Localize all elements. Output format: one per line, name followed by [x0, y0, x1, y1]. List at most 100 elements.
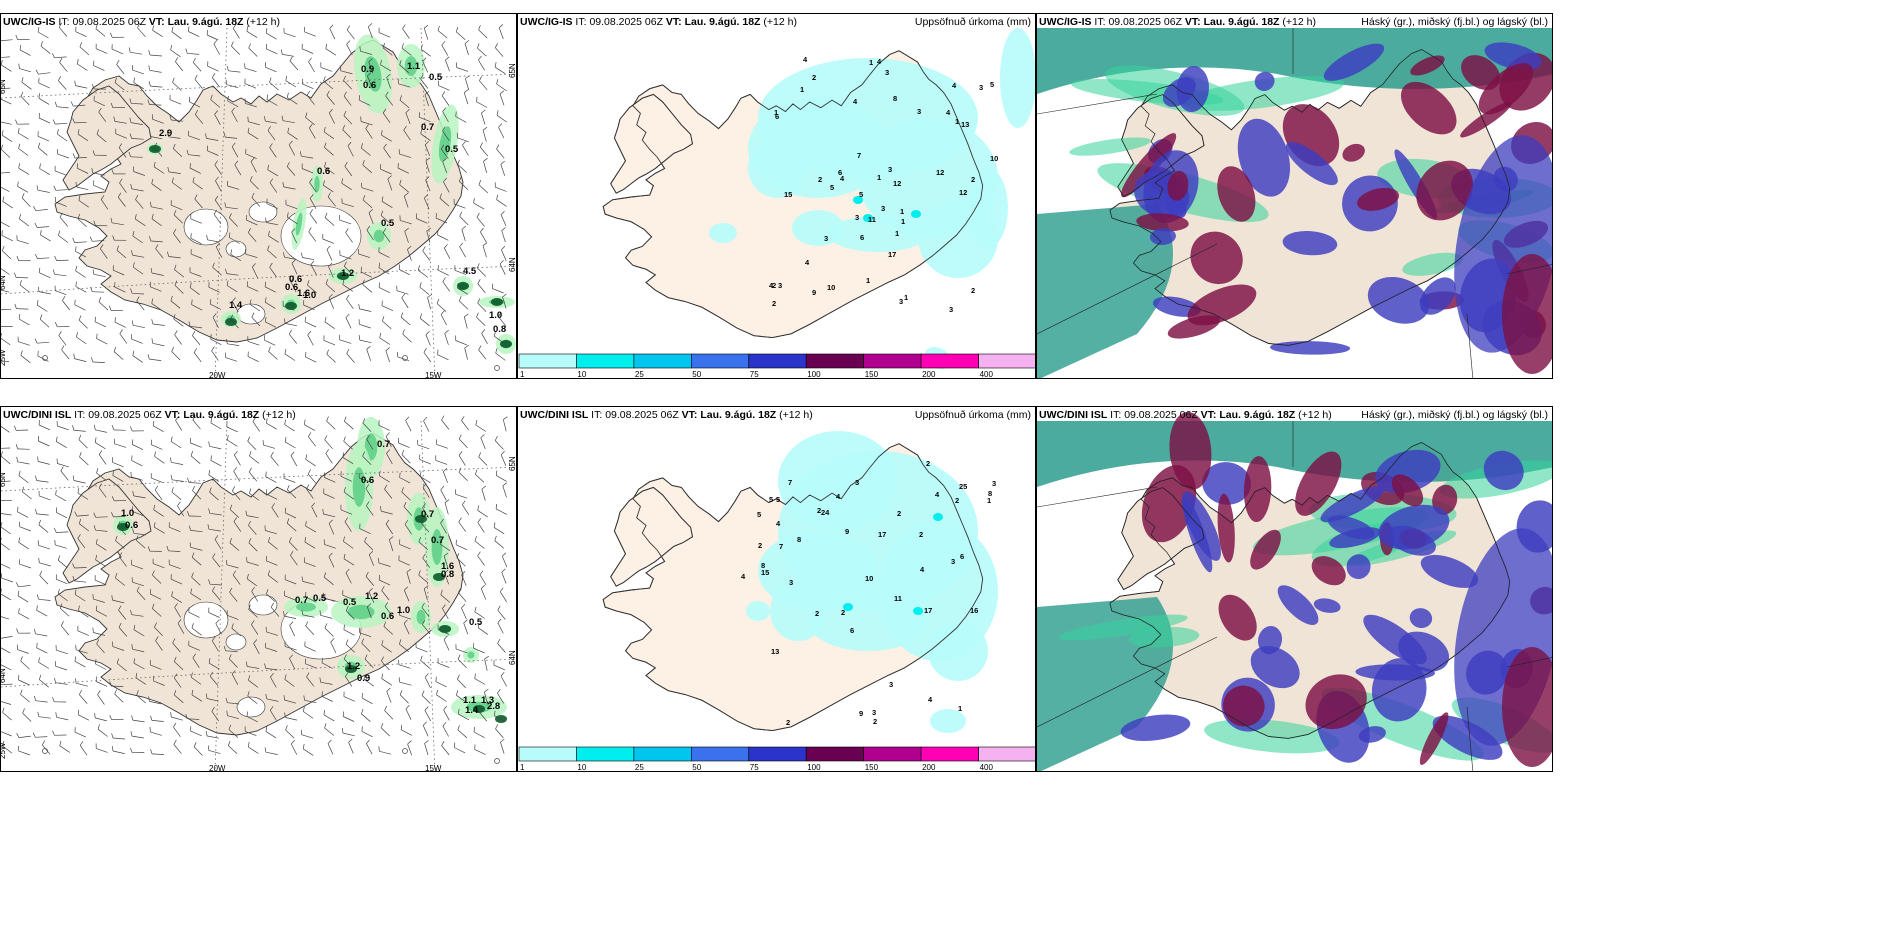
wind-barb	[284, 699, 297, 704]
wind-barb	[287, 132, 298, 140]
precip-value-label: 12	[893, 179, 901, 188]
precip-value-label: 2	[815, 609, 819, 618]
wind-barb-feather	[130, 288, 133, 294]
wind-barb	[210, 460, 222, 467]
wind-barb	[500, 741, 505, 754]
wind-barb	[497, 693, 504, 704]
wind-barb-feather	[436, 298, 440, 304]
precip-core	[911, 210, 921, 218]
cloud-panel-row2[interactable]: UWC/DINI ISL IT: 09.08.2025 06Z VT: Lau.…	[1036, 406, 1553, 772]
wind-barb	[440, 314, 447, 326]
rain-core	[416, 609, 426, 625]
wind-barb	[152, 30, 163, 37]
wind-barb	[79, 694, 88, 704]
wind-barb-feather	[459, 211, 463, 217]
wind-barb	[461, 574, 467, 586]
wind-barb	[78, 439, 88, 449]
wind-barb-feather	[458, 517, 462, 523]
wind-barb	[388, 539, 394, 552]
wind-barb-feather	[1, 59, 3, 65]
wind-barb-feather	[78, 518, 82, 524]
wind-barb	[114, 693, 124, 703]
precip-value-label: 3	[951, 557, 955, 566]
wind-barb	[345, 610, 355, 620]
wind-barb	[381, 510, 393, 515]
wind-barb-feather	[62, 296, 66, 301]
wind-barb-feather	[226, 65, 229, 71]
wind-barb	[283, 305, 295, 311]
wind-barb	[339, 219, 352, 225]
grid-line	[1037, 93, 1158, 115]
wind-barb-feather	[264, 747, 267, 753]
wind-barb	[232, 28, 240, 39]
wind-barb	[478, 627, 489, 635]
wind-barb	[135, 218, 146, 226]
wind-barb-feather	[37, 711, 40, 717]
wind-barb	[421, 607, 430, 618]
wind-barb-feather	[362, 279, 365, 285]
wind-barb-feather	[118, 605, 122, 611]
precip-value-label: 2	[841, 608, 845, 617]
wind-barb	[2, 250, 12, 260]
wind-barb-feather	[346, 40, 351, 45]
wind-barb-feather	[91, 167, 94, 173]
wind-barb	[379, 579, 391, 586]
wind-barb-feather	[444, 499, 450, 503]
wind-barb	[248, 679, 259, 688]
precip-value-label: 17	[888, 250, 896, 259]
wind-barb-feather	[343, 553, 346, 559]
cloud-panel-row1[interactable]: UWC/IG-IS IT: 09.08.2025 06Z VT: Lau. 9.…	[1036, 13, 1553, 379]
precip-value-label: 2	[786, 718, 790, 727]
wind-barb	[213, 43, 221, 55]
wind-barb	[323, 80, 334, 90]
wind-barb	[345, 676, 353, 687]
wind-panel-row2[interactable]: UWC/DINI ISL IT: 09.08.2025 06Z VT: Lau.…	[0, 406, 517, 772]
wind-barb	[398, 664, 411, 669]
wind-value-label: 1.1	[463, 695, 477, 706]
wind-barb-feather	[445, 56, 450, 61]
wind-barb	[151, 477, 163, 483]
precip-value-label: 6	[860, 233, 864, 242]
wind-barb-feather	[328, 262, 333, 267]
panel-title: UWC/DINI ISL IT: 09.08.2025 06Z VT: Lau.…	[520, 409, 813, 421]
wind-barb-feather	[131, 715, 134, 721]
wind-barb	[36, 513, 49, 516]
precip-core	[913, 607, 923, 615]
wind-barb-feather	[170, 711, 172, 718]
wind-barb-feather	[366, 435, 371, 440]
wind-barb	[384, 488, 393, 499]
wind-barb-feather	[34, 222, 38, 228]
precip-value-label: 1	[895, 229, 899, 238]
wind-barb	[35, 209, 48, 212]
wind-barb-feather	[284, 712, 286, 718]
lat-label: 64N	[508, 650, 517, 665]
wind-barb	[437, 629, 450, 635]
wind-barb-feather	[458, 467, 462, 473]
wind-barb	[287, 216, 298, 225]
wind-barb	[78, 200, 89, 208]
wind-barb-feather	[265, 28, 268, 34]
wind-barb-feather	[226, 280, 229, 286]
precip-value-label: 12	[959, 188, 967, 197]
wind-value-label: 0.6	[125, 520, 138, 531]
wind-barb	[247, 286, 259, 292]
wind-barb	[233, 471, 241, 482]
wind-barb	[92, 291, 105, 293]
panel-title: UWC/IG-IS IT: 09.08.2025 06Z VT: Lau. 9.…	[520, 16, 797, 28]
wind-barb-feather	[167, 131, 169, 137]
precip-panel-row1[interactable]: UWC/IG-IS IT: 09.08.2025 06Z VT: Lau. 9.…	[517, 13, 1036, 379]
wind-barb	[18, 148, 29, 156]
precip-panel-row2[interactable]: UWC/DINI ISL IT: 09.08.2025 06Z VT: Lau.…	[517, 406, 1036, 772]
wind-barb-feather	[152, 25, 154, 31]
wind-barb	[191, 557, 202, 566]
lead-time: (+12 h)	[1282, 16, 1316, 28]
wind-barb	[98, 111, 107, 123]
wind-barb-feather	[359, 46, 361, 52]
wind-barb-feather	[440, 144, 445, 150]
wind-panel-row1[interactable]: UWC/IG-IS IT: 09.08.2025 06Z VT: Lau. 9.…	[0, 13, 517, 379]
wind-barb-feather	[55, 490, 57, 496]
wind-barb-feather	[114, 77, 117, 83]
wind-barb	[379, 337, 390, 345]
wind-barb	[153, 425, 164, 433]
wind-barb	[133, 171, 146, 176]
